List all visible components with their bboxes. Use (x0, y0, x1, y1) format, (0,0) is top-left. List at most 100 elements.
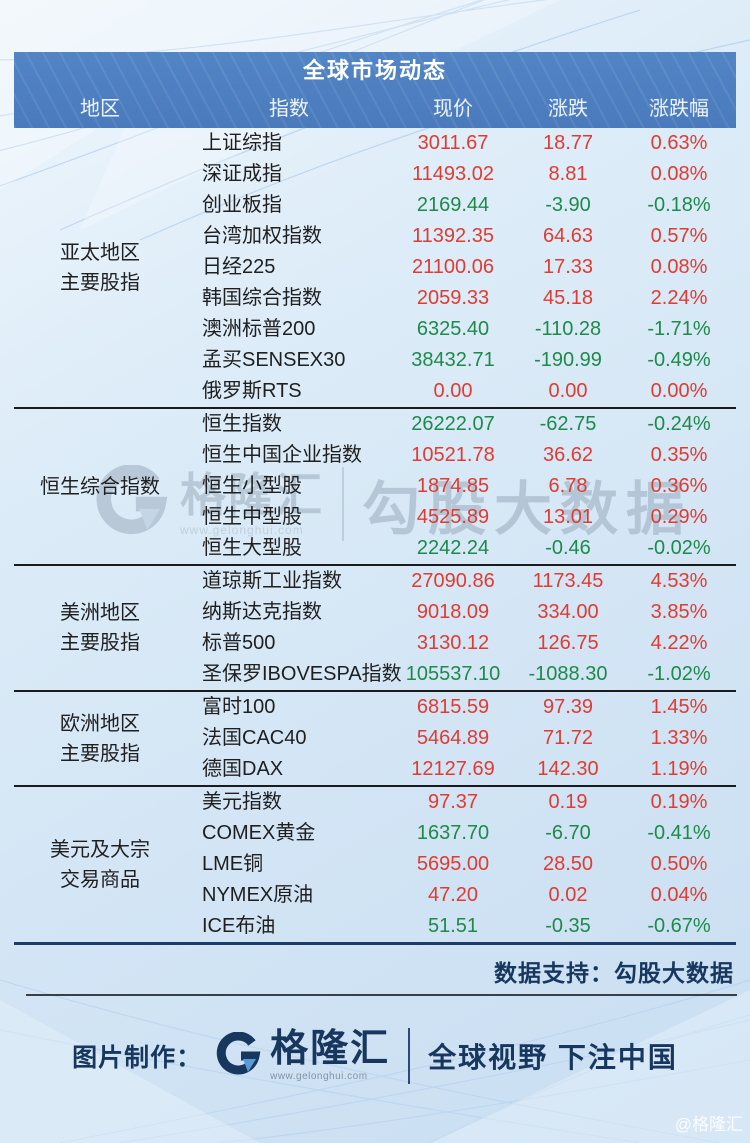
index-name-cell: COMEX黄金 (202, 822, 316, 844)
region-group-0: 亚太地区 主要股指 上证综指 3011.67 18.77 0.63% 深证成指 11493.0… (14, 128, 736, 407)
table-row: 上证综指 3011.67 18.77 0.63% (186, 128, 736, 159)
table-row: 道琼斯工业指数 27090.86 1173.45 4.53% (186, 566, 736, 597)
region-label: 美洲地区 主要股指 (60, 602, 140, 654)
index-name-cell: 台湾加权指数 (202, 225, 322, 247)
footer-divider-line (26, 994, 737, 996)
pct-cell: -0.24% (647, 413, 711, 435)
index-name-cell: 上证综指 (202, 132, 282, 154)
table-row: 韩国综合指数 2059.33 45.18 2.24% (186, 283, 736, 314)
change-cell: 1173.45 (532, 570, 604, 592)
change-cell: 45.18 (542, 287, 594, 309)
table-body: 亚太地区 主要股指 上证综指 3011.67 18.77 0.63% 深证成指 11493.0… (14, 128, 736, 945)
change-cell: 64.63 (542, 225, 594, 247)
pct-cell: -0.18% (647, 194, 711, 216)
change-cell: 334.00 (537, 601, 599, 623)
change-cell: 6.78 (548, 475, 588, 497)
change-cell: -6.70 (545, 822, 591, 844)
region-label: 美元及大宗 交易商品 (50, 838, 150, 891)
region-label: 欧洲地区 主要股指 (60, 712, 140, 765)
region-group-2: 美洲地区 主要股指 道琼斯工业指数 27090.86 1173.45 4.53% 纳斯达克指… (14, 564, 736, 690)
corner-watermark: @格隆汇 (674, 1115, 743, 1134)
pct-cell: 0.00% (650, 380, 708, 402)
pct-cell: 0.36% (650, 475, 708, 497)
price-cell: 5464.89 (416, 727, 490, 749)
index-name-cell: 深证成指 (202, 163, 282, 185)
price-cell: 97.37 (427, 791, 479, 813)
footer-branding: 图片制作： 格隆汇 www.gelonghui.com 全球视野 下注中国 (0, 1028, 750, 1084)
change-cell: -0.46 (545, 537, 591, 559)
price-cell: 27090.86 (411, 570, 495, 592)
table-row: 澳洲标普200 6325.40 -110.28 -1.71% (186, 314, 736, 345)
change-cell: 0.19 (548, 791, 588, 813)
change-cell: 0.00 (548, 380, 588, 402)
pct-cell: 1.19% (650, 758, 708, 780)
table-row: 孟买SENSEX30 38432.71 -190.99 -0.49% (186, 345, 736, 376)
price-cell: 0.00 (433, 380, 473, 402)
table-row: LME铜 5695.00 28.50 0.50% (186, 849, 736, 880)
price-cell: 9018.09 (416, 601, 490, 623)
pct-cell: 0.08% (650, 163, 708, 185)
change-cell: 18.77 (542, 132, 594, 154)
index-name-cell: 富时100 (202, 696, 276, 718)
watermark-brand-name: 格隆汇 (180, 469, 324, 521)
region-label: 亚太地区 主要股指 (60, 241, 140, 294)
change-cell: -110.28 (534, 318, 602, 340)
index-name-cell: 道琼斯工业指数 (202, 570, 342, 592)
pct-cell: -0.67% (647, 915, 711, 937)
pct-cell: -1.71% (647, 318, 711, 340)
change-cell: 8.81 (548, 163, 588, 185)
index-name-cell: 恒生小型股 (202, 475, 302, 497)
data-support-note: 数据支持：勾股大数据 (494, 960, 734, 986)
pct-cell: 0.19% (650, 791, 708, 813)
price-cell: 26222.07 (411, 413, 495, 435)
table-row: 俄罗斯RTS 0.00 0.00 0.00% (186, 376, 736, 407)
market-table: 全球市场动态 地区 指数 现价 涨跌 涨跌幅 亚太地区 主要股指 上证综指 3011.… (14, 52, 736, 945)
change-cell: 28.50 (542, 853, 594, 875)
change-cell: -190.99 (534, 349, 602, 371)
price-cell: 6325.40 (416, 318, 490, 340)
pct-cell: 0.35% (650, 444, 708, 466)
table-row: NYMEX原油 47.20 0.02 0.04% (186, 880, 736, 911)
index-name-cell: 纳斯达克指数 (202, 601, 322, 623)
price-cell: 10521.78 (411, 444, 495, 466)
index-name-cell: 恒生中国企业指数 (202, 444, 362, 466)
price-cell: 11392.35 (412, 225, 494, 247)
change-cell: 0.02 (548, 884, 588, 906)
price-cell: 21100.06 (412, 256, 494, 278)
change-cell: 142.30 (537, 758, 599, 780)
price-cell: 12127.69 (411, 758, 495, 780)
pct-cell: 0.08% (650, 256, 708, 278)
change-cell: 36.62 (542, 444, 594, 466)
index-name-cell: 恒生指数 (202, 413, 282, 435)
column-header-index: 指数 (269, 98, 309, 120)
pct-cell: 0.63% (650, 132, 708, 154)
column-header-region: 地区 (80, 98, 120, 120)
watermark-big-text: 勾股大数据 (362, 477, 693, 542)
price-cell: 3130.12 (416, 632, 490, 654)
column-header-change: 涨跌 (548, 98, 588, 120)
price-cell: 51.51 (427, 915, 479, 937)
table-row: 富时100 6815.59 97.39 1.45% (186, 692, 736, 723)
pct-cell: 2.24% (650, 287, 708, 309)
region-group-4: 美元及大宗 交易商品 美元指数 97.37 0.19 0.19% COMEX黄金 1637.7… (14, 785, 736, 942)
price-cell: 5695.00 (416, 853, 490, 875)
pct-cell: 3.85% (650, 601, 708, 623)
region-group-3: 欧洲地区 主要股指 富时100 6815.59 97.39 1.45% 法国CAC40 546… (14, 690, 736, 785)
price-cell: 11493.02 (412, 163, 494, 185)
watermark-brand-url: www.gelonghui.com (180, 523, 304, 537)
price-cell: 105537.10 (405, 663, 501, 685)
table-row: COMEX黄金 1637.70 -6.70 -0.41% (186, 818, 736, 849)
index-name-cell: 美元指数 (202, 791, 282, 813)
table-row: 创业板指 2169.44 -3.90 -0.18% (186, 190, 736, 221)
pct-cell: 1.33% (650, 727, 708, 749)
table-row: 台湾加权指数 11392.35 64.63 0.57% (186, 221, 736, 252)
table-row: 标普500 3130.12 126.75 4.22% (186, 628, 736, 659)
watermark-divider (342, 467, 344, 541)
index-name-cell: 法国CAC40 (202, 727, 307, 749)
table-row: 日经225 21100.06 17.33 0.08% (186, 252, 736, 283)
brand-divider (408, 1028, 411, 1084)
change-cell: -1088.30 (528, 663, 608, 685)
gelonghui-logo-watermark-icon (96, 465, 168, 535)
brand-name: 格隆汇 (270, 1028, 391, 1070)
